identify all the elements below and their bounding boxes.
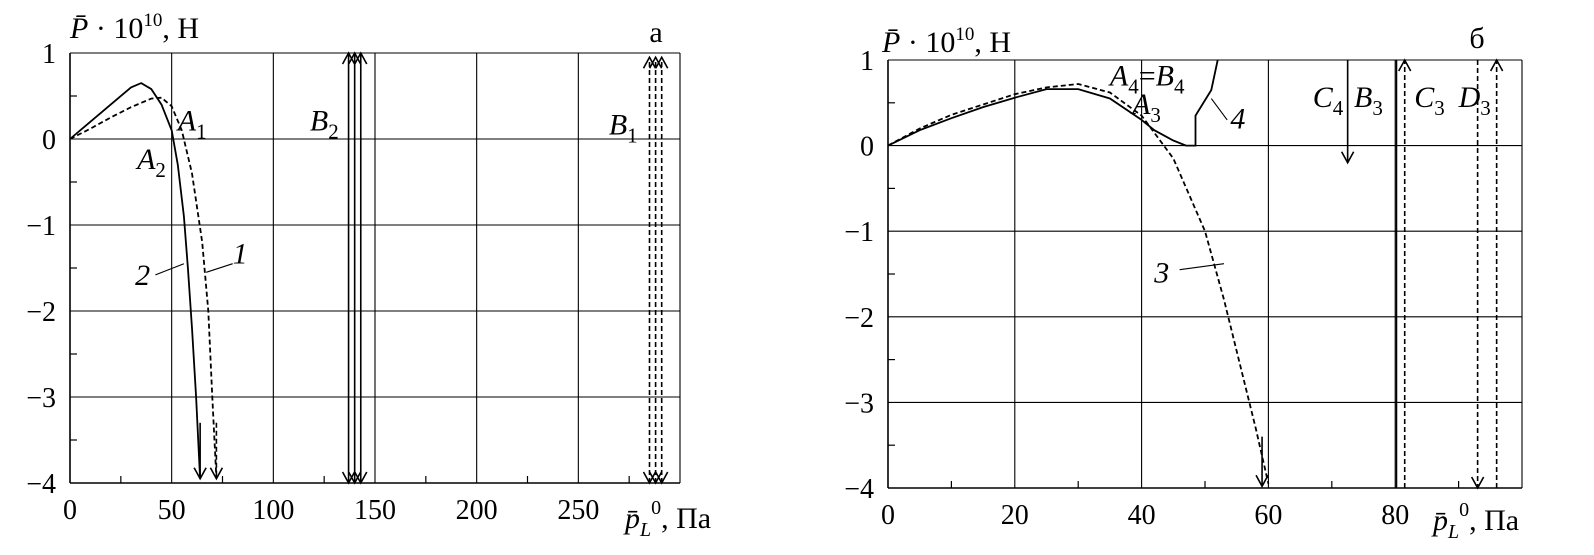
leader-line [206,263,233,273]
annotation-label: A3 [1130,88,1161,127]
arrow-marker [341,51,356,485]
annotation-label: B2 [310,104,339,143]
y-tick-label: −4 [844,474,874,505]
chart-panel-b: 0 20 40 60 80 1 0 −1 −2 −3 −4 P̄ · 1010, Н p̄L0, Па б… [844,22,1523,543]
arrow-head-up [341,51,356,65]
x-tick-label: 80 [1381,500,1409,531]
arrow-marker [1340,60,1355,165]
x-tick-label: 40 [1128,500,1156,531]
arrow-head-down [1470,476,1485,490]
arrow-marker [654,55,669,485]
y-tick-label: 1 [860,46,874,77]
leader-line [1179,263,1225,271]
arrow-head-down [654,471,669,485]
panel-letter: а [649,16,662,49]
arrow-head-down [341,471,356,485]
y-tick-label: −4 [26,469,56,500]
arrow-head-down [347,471,362,485]
x-tick-label: 100 [252,495,294,526]
y-tick-label: −3 [844,388,874,419]
arrow-marker [1470,60,1485,490]
annotation-label: A1 [176,104,207,143]
y-tick-label: 0 [860,132,874,163]
arrow-head-up [1489,58,1504,72]
y-tick-label: 1 [42,39,56,70]
series-line-3 [887,83,1270,484]
y-tick-label: 0 [42,125,56,156]
y-tick-label: −2 [844,303,874,334]
arrow-marker [209,422,224,481]
y-tick-label: −1 [26,211,56,242]
arrow-marker [648,55,663,485]
arrow-head-down [193,467,207,481]
annotation-label: 4 [1230,102,1245,135]
panel-letter: б [1469,22,1484,55]
arrow-head-down [1340,151,1355,165]
x-tick-label: 200 [456,495,498,526]
arrow-marker [1255,436,1269,488]
x-tick-label: 0 [63,495,77,526]
arrow-head-down [642,471,657,485]
annotation-label: B3 [1354,81,1383,120]
arrow-marker [354,51,368,485]
x-tick-label: 250 [557,495,599,526]
annotation-label: B1 [609,109,638,148]
arrow-marker [347,51,362,485]
arrow-head-up [654,55,669,69]
series-line-1 [69,96,218,479]
y-tick-label: −2 [26,297,56,328]
x-axis-label: p̄L0, Па [1431,499,1519,543]
series-line-2 [69,82,201,479]
arrow-marker [642,55,657,485]
annotation-label: 1 [233,238,248,271]
x-tick-label: 50 [158,495,186,526]
y-tick-label: −3 [26,383,56,414]
series-line-4 [887,59,1219,147]
arrow-head-up [347,51,362,65]
chart-panel-a: 0 50 100 150 200 250 1 0 −1 −2 −3 −4 P̄ · 1010, Н p̄L… [26,10,711,541]
arrow-head-down [1255,474,1269,488]
x-tick-label: 0 [881,500,895,531]
annotation-label: 3 [1153,257,1169,290]
arrow-head-down [354,471,368,485]
leader-line [155,263,185,276]
annotation-label: C4 [1313,81,1344,120]
annotation-label: C3 [1414,81,1445,120]
arrow-marker [1398,58,1412,488]
annotation-label: A4=B4 [1108,60,1185,99]
arrow-head-down [648,471,663,485]
arrow-head-up [648,55,663,69]
x-tick-label: 150 [354,495,396,526]
x-tick-label: 60 [1254,500,1282,531]
annotation-label: 2 [135,259,150,292]
x-axis-label: p̄L0, Па [623,497,711,541]
arrow-head-up [354,51,368,65]
annotation-label: D3 [1458,81,1491,120]
y-axis-label: P̄ · 1010, Н [69,10,199,45]
annotation-label: A2 [135,143,166,182]
arrow-head-up [1398,58,1412,72]
x-tick-label: 20 [1001,500,1029,531]
y-tick-label: −1 [844,217,874,248]
arrow-head-up [642,55,657,69]
leader-line [1210,98,1228,121]
arrow-marker [193,422,207,481]
arrow-head-down [209,467,224,481]
arrow-marker [1489,58,1504,488]
y-axis-label: P̄ · 1010, Н [881,24,1011,59]
